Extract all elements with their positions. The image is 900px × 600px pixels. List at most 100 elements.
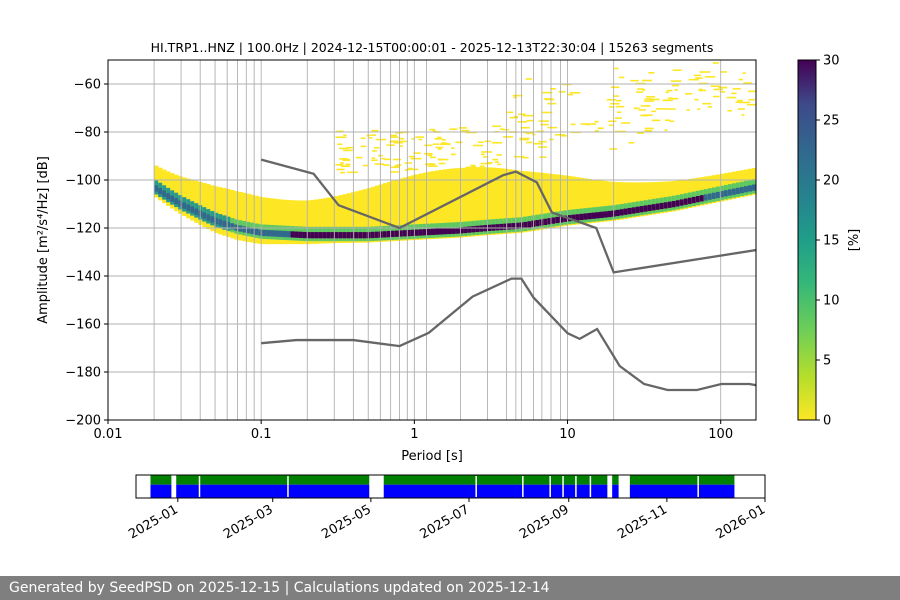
heatmap-outlier-cell [720,71,727,73]
footer-text: Generated by SeedPSD on 2025-12-15 | Cal… [9,580,550,596]
heatmap-band-cell [266,197,271,245]
heatmap-band-cell [603,181,608,222]
heatmap-outlier-cell [712,62,719,64]
y-tick-label: −60 [74,78,101,93]
heatmap-mode-cell [310,232,316,239]
heatmap-outlier-cell [480,153,485,156]
heatmap-outlier-cell [513,155,525,158]
heatmap-outlier-cell [390,171,400,173]
heatmap-mode-cell [443,228,448,235]
heatmap-outlier-cell [525,141,533,144]
heatmap-band-cell [515,170,520,234]
heatmap-mode-cell [318,232,324,239]
heatmap-band-cell [386,181,392,242]
heatmap-outlier-cell [519,137,530,140]
heatmap-outlier-cell [439,143,451,146]
heatmap-outlier-cell [418,138,423,141]
heatmap-band-cell [579,177,584,225]
heatmap-band-cell [298,200,303,245]
heatmap-mode-cell [723,190,729,197]
heatmap-outlier-cell [415,136,425,138]
heatmap-band-cell [599,180,604,223]
heatmap-band-cell [398,178,404,241]
heatmap-band-cell [479,167,484,236]
heatmap-outlier-cell [394,142,403,144]
heatmap-outlier-cell [427,154,433,157]
heatmap-outlier-cell [554,133,566,136]
heatmap-mode-cell [398,230,404,237]
heatmap-outlier-cell [404,162,412,164]
heatmap-outlier-cell [342,159,351,162]
heatmap-outlier-cell [392,158,401,161]
colorbar-tick-label: 25 [823,114,840,129]
heatmap-outlier-cell [698,89,707,92]
heatmap-band-cell [234,191,239,240]
timeline-gap [575,476,577,497]
heatmap-outlier-cell [427,165,438,167]
heatmap-outlier-cell [434,138,443,140]
heatmap-band-cell [635,182,641,218]
heatmap-mode-cell [599,211,604,218]
heatmap-mode-cell [675,200,681,207]
heatmap-outlier-cell [615,105,625,108]
heatmap-band-cell [430,171,436,240]
timeline-tick-label: 2025-03 [221,502,276,542]
heatmap-mode-cell [362,232,368,239]
heatmap-band-cell [270,198,275,245]
heatmap-mode-cell [507,223,512,230]
processed-bar [629,484,735,498]
heatmap-band-cell [394,179,400,241]
heatmap-mode-cell [619,209,624,216]
heatmap-band-cell [627,182,633,219]
colorbar-tick-label: 10 [823,294,840,309]
heatmap-band-cell [322,198,328,244]
heatmap-band-cell [583,178,588,224]
heatmap-outlier-cell [479,165,485,168]
heatmap-mode-cell [390,230,396,238]
timeline-gap [198,476,201,497]
heatmap-outlier-cell [525,78,533,80]
heatmap-band-cell [643,182,649,216]
plot-background [108,60,756,420]
heatmap-outlier-cell [610,86,620,89]
heatmap-mode-cell [314,232,320,239]
heatmap-outlier-cell [614,67,619,70]
heatmap-mode-cell [739,186,745,194]
heatmap-outlier-cell [424,152,433,155]
heatmap-mode-cell [707,193,713,200]
heatmap-outlier-cell [372,150,377,152]
heatmap-outlier-cell [373,147,380,149]
heatmap-outlier-cell [451,147,455,149]
heatmap-outlier-cell [737,108,745,110]
heatmap-mode-cell [631,207,637,214]
heatmap-outlier-cell [362,164,369,167]
heatmap-band-cell [631,182,637,218]
y-tick-label: −80 [74,126,101,141]
processed-bar [150,484,172,498]
heatmap-mode-cell [591,212,596,219]
heatmap-outlier-cell [518,113,526,116]
heatmap-mode-cell [511,223,516,230]
heatmap-outlier-cell [686,109,690,111]
heatmap-band-cell [282,199,287,245]
heatmap-mode-cell [222,220,227,227]
heatmap-mode-cell [258,229,263,236]
y-tick-label: −200 [65,414,101,429]
heatmap-outlier-cell [640,105,651,107]
heatmap-outlier-cell [383,164,390,166]
heatmap-mode-cell [402,230,408,237]
plot-frame [107,59,757,421]
heatmap-mode-cell [667,201,673,208]
heatmap-mode-cell [551,217,556,224]
heatmap-band-cell [571,176,576,225]
heatmap-mode-cell [374,231,380,238]
timeline-gap [589,476,592,497]
heatmap-outlier-cell [407,168,419,171]
availability-bar [629,475,735,485]
heatmap-band-cell [382,183,388,242]
heatmap-mode-cell [406,229,412,237]
heatmap-outlier-cell [569,91,581,94]
heatmap-outlier-cell [655,108,667,110]
heatmap-outlier-cell [707,106,713,108]
heatmap-mode-cell [434,228,440,235]
